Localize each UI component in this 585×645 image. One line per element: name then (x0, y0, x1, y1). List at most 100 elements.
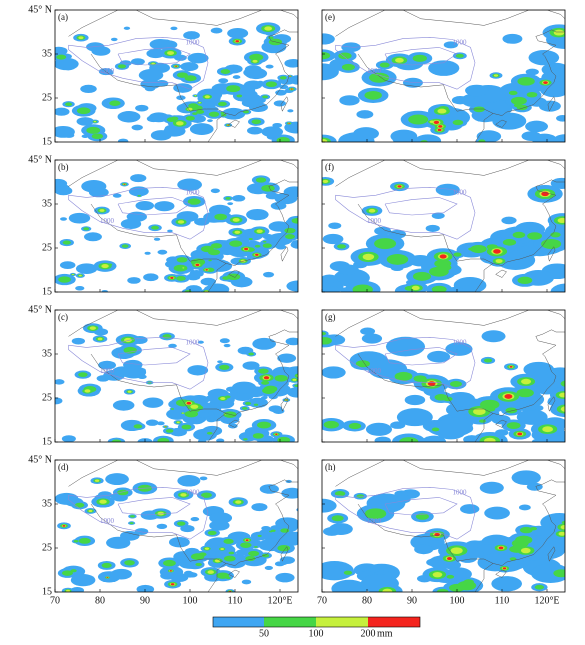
rain-area (177, 178, 202, 191)
rain-area (134, 528, 149, 535)
y-tick-label: 45° N (28, 304, 52, 315)
rain-area (157, 511, 165, 516)
rain-area (558, 531, 565, 536)
rain-area (408, 114, 429, 125)
rain-area (435, 417, 473, 437)
coastline (547, 546, 556, 562)
terrain-contour (335, 186, 476, 240)
rain-area (70, 573, 96, 587)
rain-area (84, 232, 102, 242)
rain-area (263, 271, 275, 278)
rain-area (501, 216, 517, 225)
panel-frame (54, 309, 299, 443)
colorbar-label: 200 (361, 628, 376, 639)
rain-area (493, 74, 499, 77)
colorbar-label: 100 (309, 628, 324, 639)
y-tick-label: 15 (42, 586, 52, 597)
rain-area (272, 122, 283, 128)
rain-area (55, 57, 79, 71)
rain-area (195, 263, 200, 267)
map-panel: 1000 1000 (c) 45° N 35 25 15 (28, 304, 299, 447)
rain-area (117, 64, 126, 69)
rain-area (223, 538, 234, 544)
rain-area (390, 421, 406, 429)
rain-area (121, 244, 129, 248)
rain-area (285, 337, 298, 346)
rain-area (88, 509, 93, 513)
rain-area (446, 391, 476, 407)
rain-area (58, 276, 71, 283)
rain-area (86, 126, 101, 134)
rain-area (126, 211, 147, 222)
rain-area (223, 555, 236, 562)
rain-area (281, 487, 298, 499)
rain-area (78, 36, 84, 40)
rain-area (232, 217, 240, 222)
rain-area (525, 68, 539, 76)
x-tick-label: 80 (95, 595, 105, 606)
rain-area (294, 373, 298, 379)
contour-label: 1000 (367, 367, 382, 375)
rain-area (196, 109, 205, 114)
contour-label: 1000 (367, 517, 382, 525)
rain-area (101, 562, 112, 568)
rain-area (229, 240, 243, 247)
rain-area (138, 69, 164, 82)
rain-area (508, 90, 518, 96)
contour-label: 1000 (100, 517, 115, 525)
rain-area (339, 95, 360, 106)
rain-area (525, 120, 548, 133)
rain-area (245, 539, 249, 542)
rain-area (66, 589, 71, 592)
coastline (495, 119, 507, 128)
contour-label: 1000 (453, 39, 468, 47)
rain-area (173, 83, 193, 93)
terrain-contour (68, 336, 209, 390)
rain-area (288, 122, 290, 124)
rain-area (73, 539, 79, 543)
rain-area (157, 437, 170, 442)
rain-area (170, 408, 175, 410)
rain-area (123, 26, 131, 30)
rain-area (452, 119, 464, 126)
rain-area (449, 381, 462, 388)
rain-area (177, 553, 191, 560)
coastline (280, 96, 289, 112)
contour-label: 1000 (100, 67, 115, 75)
rain-area (190, 516, 200, 522)
rain-area (181, 424, 192, 430)
coastline (207, 29, 298, 142)
rain-area (192, 105, 203, 111)
rain-area (285, 234, 295, 240)
rain-area (294, 384, 298, 387)
rain-area (263, 385, 278, 393)
rain-area (145, 419, 159, 426)
rain-area (240, 542, 252, 548)
rain-area (60, 217, 67, 221)
rain-area (55, 46, 68, 56)
rain-area (502, 33, 523, 44)
contour-label: 1000 (186, 339, 201, 347)
rain-area (185, 559, 205, 570)
rain-area (184, 410, 199, 418)
rain-area (62, 524, 66, 527)
rain-area (216, 572, 230, 579)
rain-area (248, 352, 255, 356)
map-content: 1000 1000 (55, 460, 298, 592)
rain-area (226, 85, 241, 93)
rain-area (70, 569, 77, 573)
rain-area (432, 572, 443, 578)
rain-area (368, 208, 376, 213)
y-tick-label: 45° N (28, 154, 52, 165)
rain-area (84, 389, 91, 393)
rain-area (208, 249, 221, 256)
coastline (207, 479, 298, 592)
rain-area (187, 572, 198, 578)
terrain-contour (68, 486, 209, 540)
rain-area (532, 367, 565, 385)
rain-area (560, 524, 565, 530)
rain-area (157, 249, 168, 255)
rain-area (322, 233, 344, 245)
coastline (207, 329, 298, 442)
rain-area (528, 49, 560, 66)
